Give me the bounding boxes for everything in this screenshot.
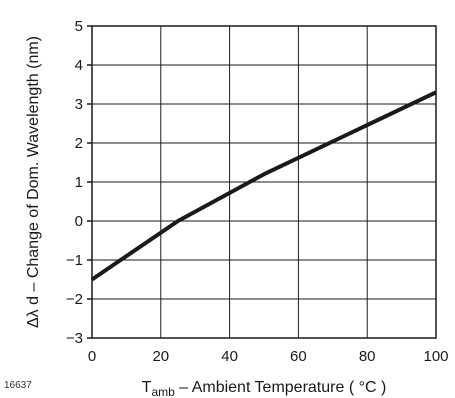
y-tick-label: 0: [75, 213, 83, 230]
x-tick-label: 100: [423, 348, 448, 365]
figure-id: 16637: [4, 380, 32, 391]
y-axis-label: Δλ d – Change of Dom. Wavelength (nm): [25, 36, 42, 328]
y-tick-label: −1: [66, 252, 83, 269]
x-tick-label: 0: [88, 348, 96, 365]
y-tick-label: 5: [75, 18, 83, 35]
y-tick-label: −3: [66, 330, 83, 347]
x-tick-labels: 0 20 40 60 80 100: [88, 348, 449, 365]
series-layer: [90, 90, 437, 282]
y-tick-label: 3: [75, 96, 83, 113]
grid: [87, 25, 437, 339]
x-tick-label: 80: [359, 348, 376, 365]
series-line: [90, 90, 437, 282]
x-axis-label: Tamb – Ambient Temperature ( °C ): [142, 379, 387, 398]
y-tick-label: 2: [75, 135, 83, 152]
y-tick-label: −2: [66, 291, 83, 308]
plot-frame: [91, 25, 437, 339]
y-tick-label: 4: [75, 57, 83, 74]
x-tick-label: 20: [152, 348, 169, 365]
x-tick-label: 60: [290, 348, 307, 365]
y-tick-labels: −3 −2 −1 0 1 2 3 4 5: [66, 18, 83, 347]
y-tick-label: 1: [75, 174, 83, 191]
x-tick-label: 40: [221, 348, 238, 365]
